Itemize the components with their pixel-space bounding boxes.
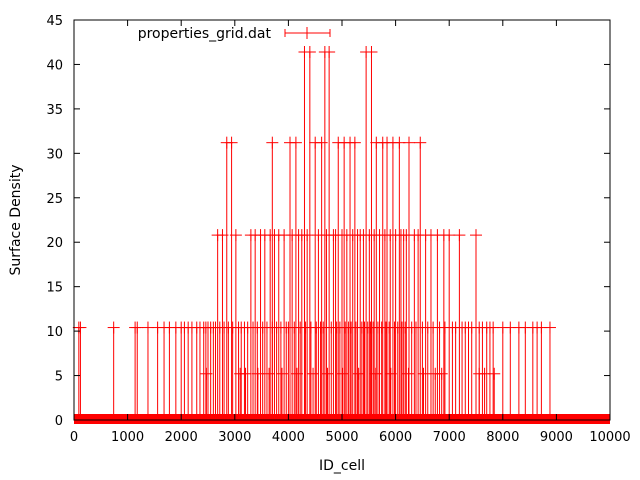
x-tick-label: 3000 (218, 430, 251, 445)
marker-layer (72, 46, 556, 380)
y-tick-label: 0 (55, 414, 63, 429)
y-tick-label: 25 (46, 192, 63, 207)
y-tick-label: 30 (46, 147, 63, 162)
x-tick-label: 0 (70, 430, 78, 445)
impulse-layer (78, 52, 551, 420)
x-axis-label: ID_cell (319, 458, 365, 474)
y-tick-label: 40 (46, 58, 63, 73)
x-tick-label: 1000 (111, 430, 144, 445)
x-tick-label: 6000 (379, 430, 412, 445)
y-tick-label: 10 (46, 325, 63, 340)
x-tick-label: 4000 (272, 430, 305, 445)
x-tick-label: 7000 (433, 430, 466, 445)
y-axis-label: Surface Density (8, 164, 24, 275)
x-tick-label: 2000 (165, 430, 198, 445)
x-tick-label: 10000 (589, 430, 630, 445)
y-tick-label: 5 (55, 370, 63, 385)
x-tick-label: 5000 (325, 430, 358, 445)
legend: properties_grid.dat (138, 26, 331, 42)
y-tick-label: 35 (46, 103, 63, 118)
x-tick-label: 8000 (486, 430, 519, 445)
y-tick-label: 15 (46, 281, 63, 296)
tick-layer (73, 19, 611, 421)
label-layer: 0 1000 2000 3000 4000 5000 6000 7000 8000 9000 100… (46, 14, 630, 445)
y-tick-label: 20 (46, 236, 63, 251)
y-tick-label: 45 (46, 14, 63, 29)
x-tick-label: 9000 (540, 430, 573, 445)
legend-entry-label: properties_grid.dat (138, 26, 272, 42)
